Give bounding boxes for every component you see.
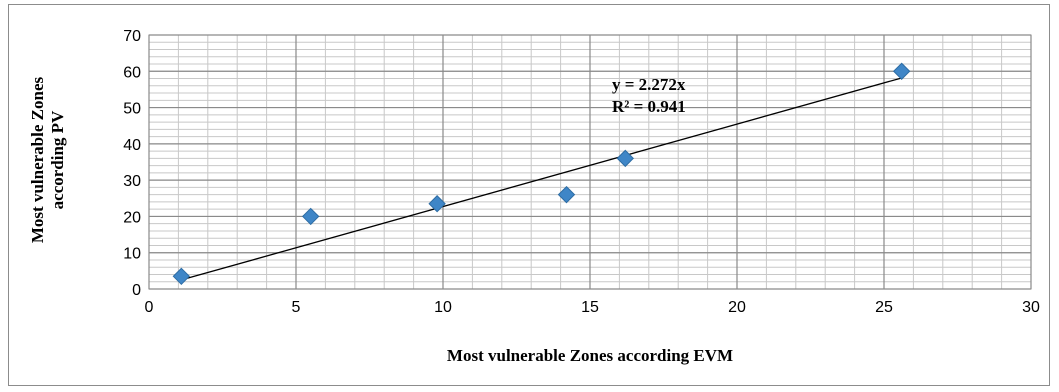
y-tick-label: 60 [123,64,141,81]
trendline [181,77,902,281]
x-tick-label: 30 [1022,299,1040,316]
data-point [557,185,576,204]
y-tick-label: 10 [123,246,141,263]
data-point [892,62,911,80]
y-tick-labels: 0 10 20 30 40 50 60 70 [123,28,141,299]
trendline-equation: y = 2.272x [612,75,686,94]
data-point [172,267,191,286]
x-axis-title: Most vulnerable Zones according EVM [447,346,733,365]
y-axis-title-line-2: according PV [48,110,67,209]
y-tick-label: 20 [123,209,141,226]
y-tick-label: 70 [123,28,141,45]
x-tick-label: 5 [292,299,301,316]
data-point [616,149,634,168]
data-point [301,207,320,226]
x-tick-label: 15 [581,299,599,316]
x-tick-label: 20 [728,299,746,316]
plot-border [148,34,1032,290]
data-points [172,62,911,286]
x-tick-label: 25 [875,299,893,316]
data-point [428,195,446,213]
y-axis-title-line-1: Most vulnerable Zones [28,77,47,244]
y-tick-label: 50 [123,101,141,118]
y-tick-label: 30 [123,173,141,190]
x-tick-labels: 0 5 10 15 20 25 30 [145,299,1040,316]
trendline-r-squared: R² = 0.941 [612,97,686,116]
x-tick-label: 0 [145,299,154,316]
y-tick-label: 40 [123,137,141,154]
x-tick-label: 10 [434,299,452,316]
y-tick-label: 0 [132,282,141,299]
